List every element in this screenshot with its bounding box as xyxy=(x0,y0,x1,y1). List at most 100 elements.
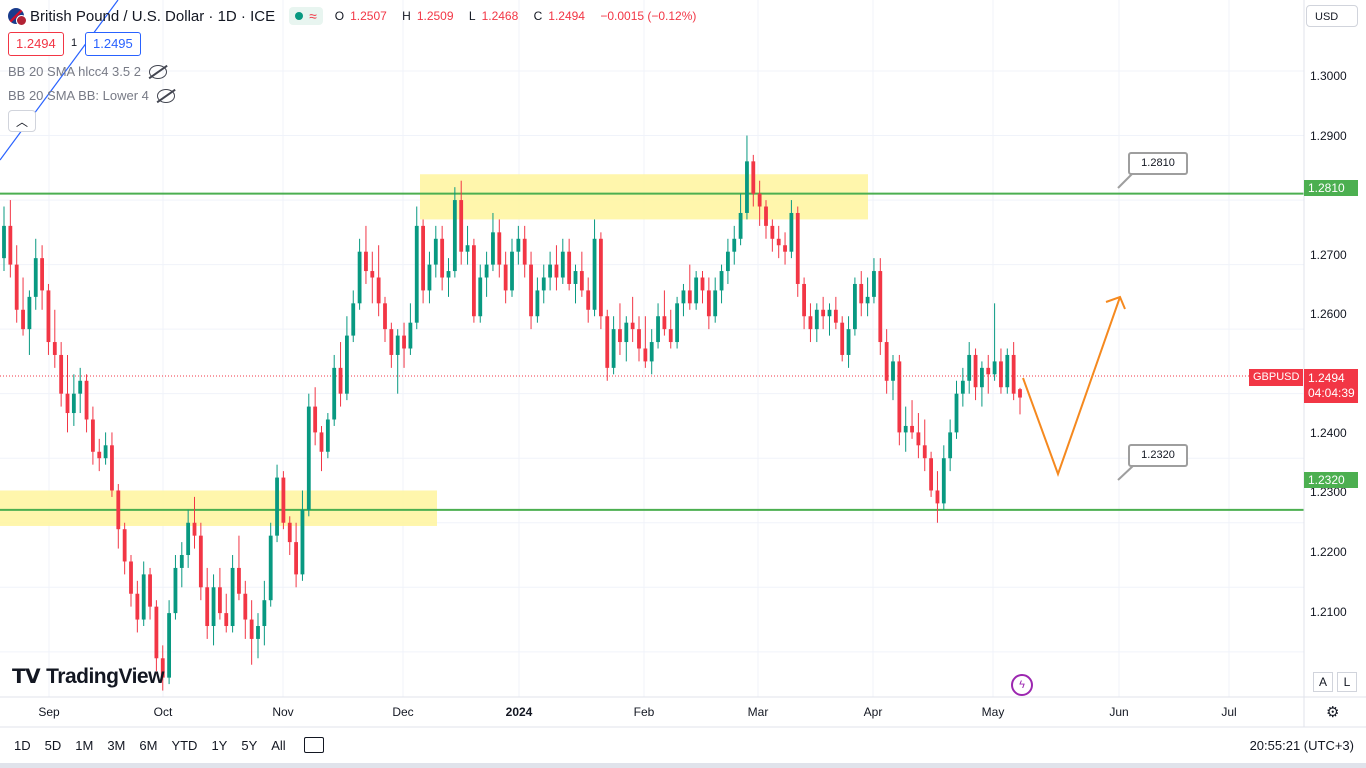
candle-body xyxy=(408,322,413,349)
clock[interactable]: 20:55:21 (UTC+3) xyxy=(1249,737,1354,753)
hidden-eye-icon[interactable] xyxy=(148,64,167,79)
candle-body xyxy=(681,290,686,304)
ohlc-values: O 1.2507 H 1.2509 L 1.2468 C 1.2494 −0.0015 … xyxy=(334,9,697,23)
candle-body xyxy=(954,393,959,433)
close-value: 1.2494 xyxy=(548,9,585,23)
candle-body xyxy=(687,290,692,304)
candle-body xyxy=(605,316,610,368)
candle-body xyxy=(541,277,546,291)
currency-selector[interactable]: USD xyxy=(1306,5,1358,27)
range-button[interactable]: 5D xyxy=(44,737,62,753)
candle-body xyxy=(732,238,737,252)
sell-price-button[interactable]: 1.2494 xyxy=(8,32,64,56)
log-scale-button[interactable]: L xyxy=(1337,672,1357,692)
candle-body xyxy=(484,264,489,278)
candle-body xyxy=(427,264,432,291)
auto-scale-button[interactable]: A xyxy=(1313,672,1333,692)
bollinger-band-line xyxy=(0,0,119,161)
candle-body xyxy=(275,477,279,536)
tradingview-mark-icon: 𝗧𝗩 xyxy=(12,666,41,688)
candle-body xyxy=(116,490,121,530)
candle-body xyxy=(776,238,781,246)
range-button[interactable]: 1M xyxy=(75,737,94,753)
range-button[interactable]: YTD xyxy=(171,737,198,753)
price-tick: 1.2600 xyxy=(1310,307,1347,321)
candle-body xyxy=(649,342,654,362)
candle-body xyxy=(364,251,368,272)
candle-body xyxy=(713,290,718,317)
range-button[interactable]: 5Y xyxy=(241,737,258,753)
candle-body xyxy=(967,354,972,381)
hidden-eye-icon[interactable] xyxy=(156,88,175,103)
candle-body xyxy=(433,238,438,265)
candle-body xyxy=(452,200,457,272)
candle-body xyxy=(217,587,222,614)
candle-body xyxy=(979,367,984,388)
support-callout[interactable]: 1.2320 xyxy=(1128,444,1188,467)
buy-price-button[interactable]: 1.2495 xyxy=(85,32,141,56)
bottom-toolbar: 1D 5D 1M 3M 6M YTD 1Y 5Y All 20:55:21 (U… xyxy=(0,727,1366,763)
range-button[interactable]: 1Y xyxy=(211,737,228,753)
candle-body xyxy=(611,329,616,368)
candle-body xyxy=(446,271,451,278)
symbol-title[interactable]: British Pound / U.S. Dollar · 1D · ICE xyxy=(30,7,276,25)
candle-body xyxy=(281,477,286,523)
candle-body xyxy=(256,626,260,639)
candle-body xyxy=(891,361,895,381)
candle-body xyxy=(694,277,699,304)
candle-body xyxy=(878,271,883,343)
gear-icon[interactable]: ⚙ xyxy=(1326,704,1340,721)
indicator-bb-1[interactable]: BB 20 SMA hlcc4 3.5 2 xyxy=(8,64,167,79)
market-status[interactable]: ≈ xyxy=(289,7,323,25)
candle-body xyxy=(827,309,832,317)
candle-body xyxy=(884,342,889,381)
candle-body xyxy=(287,522,292,543)
candle-body xyxy=(262,600,267,627)
candle-body xyxy=(675,303,680,343)
candle-body xyxy=(33,258,38,297)
candle-body xyxy=(808,316,813,330)
range-button[interactable]: All xyxy=(271,737,286,753)
high-value: 1.2509 xyxy=(416,9,454,23)
wave-icon: ≈ xyxy=(309,8,317,24)
time-label: May xyxy=(981,705,1005,719)
candle-body xyxy=(21,309,25,330)
green-dot-icon xyxy=(295,12,304,20)
candle-body xyxy=(630,322,635,330)
candle-body xyxy=(389,329,394,355)
price-tick: 1.2700 xyxy=(1310,248,1347,262)
candle-body xyxy=(325,419,330,452)
price-tick: 1.2400 xyxy=(1310,426,1347,440)
candle-body xyxy=(8,225,13,265)
candle-body xyxy=(141,574,146,620)
candle-body xyxy=(916,432,921,446)
range-button[interactable]: 1D xyxy=(14,737,31,753)
candle-body xyxy=(300,509,305,575)
collapse-legend-button[interactable]: ︿ xyxy=(8,110,36,132)
page-scrollbar[interactable] xyxy=(0,763,1366,768)
horizontal-levels xyxy=(0,192,1304,511)
candle-body xyxy=(46,290,51,343)
last-price: 1.2494 xyxy=(1308,371,1345,385)
candle-body xyxy=(332,367,337,420)
range-button[interactable]: 3M xyxy=(107,737,126,753)
candle-body xyxy=(865,296,870,304)
candle-body xyxy=(268,535,273,601)
candle-body xyxy=(129,561,133,594)
open-value: 1.2507 xyxy=(350,9,387,23)
resistance-callout[interactable]: 1.2810 xyxy=(1128,152,1188,175)
bolt-icon[interactable]: ϟ xyxy=(1011,674,1033,696)
range-button[interactable]: 6M xyxy=(139,737,158,753)
candle-body xyxy=(846,329,851,355)
candle-body xyxy=(122,529,127,562)
resistance-axis-label: 1.2810 xyxy=(1304,180,1358,196)
candle-body xyxy=(764,206,768,226)
tradingview-logo[interactable]: 𝗧𝗩 TradingView xyxy=(12,664,164,689)
calendar-icon[interactable] xyxy=(303,737,324,753)
time-label: Jul xyxy=(1221,705,1237,719)
candle-body xyxy=(370,271,375,278)
price-tick: 1.2300 xyxy=(1310,485,1347,499)
indicator-bb-2[interactable]: BB 20 SMA BB: Lower 4 xyxy=(8,88,175,103)
candle-body xyxy=(186,522,191,556)
